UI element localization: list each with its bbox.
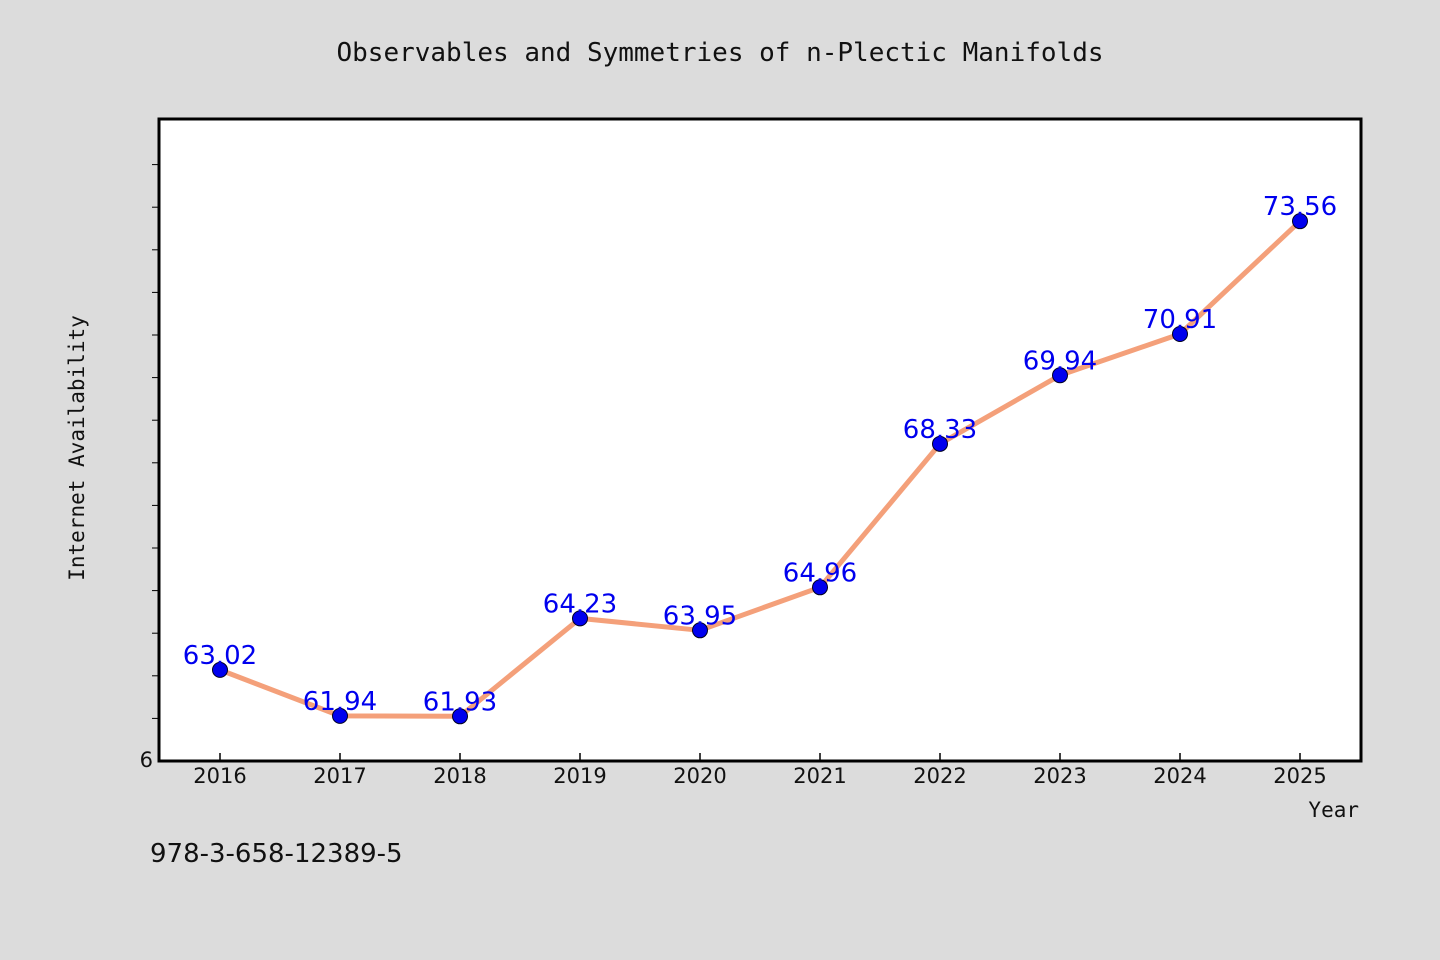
x-tick-label: 2020 [673, 764, 726, 788]
x-tick-label: 2017 [313, 764, 366, 788]
x-axis-ticks: 2016 2017 2018 2019 2020 2021 2022 2023 2024 2025 [193, 753, 1327, 788]
data-label: 63.95 [663, 601, 737, 631]
data-label: 64.96 [783, 558, 857, 588]
plot-area [157, 117, 1363, 763]
x-axis-label: Year [1308, 798, 1359, 822]
data-label: 68.33 [903, 415, 977, 445]
data-point [1292, 213, 1308, 230]
data-point [1052, 367, 1068, 384]
data-label: 70.91 [1143, 305, 1217, 335]
x-tick-label: 2024 [1153, 764, 1206, 788]
data-point [812, 579, 828, 596]
data-label: 69.94 [1023, 346, 1097, 376]
series-line [217, 218, 1303, 719]
data-label: 61.93 [423, 687, 497, 717]
data-point [692, 622, 708, 639]
data-point [212, 661, 228, 678]
data-label: 63.02 [183, 641, 257, 671]
x-tick-label: 2022 [913, 764, 966, 788]
x-tick-label: 2025 [1273, 764, 1326, 788]
data-point [332, 707, 348, 724]
y-tick-label: 6 [140, 748, 153, 772]
data-point [572, 610, 588, 627]
data-point [932, 435, 948, 452]
x-tick-label: 2018 [433, 764, 486, 788]
data-series [212, 213, 1308, 725]
x-tick-label: 2016 [193, 764, 246, 788]
x-tick-label: 2023 [1033, 764, 1086, 788]
data-label: 73.56 [1263, 192, 1337, 222]
x-tick-label: 2019 [553, 764, 606, 788]
data-point [452, 708, 468, 725]
isbn-footnote: 978-3-658-12389-5 [150, 839, 403, 869]
chart-title: Observables and Symmetries of n-Plectic … [336, 38, 1103, 68]
data-labels: 63.02 61.94 61.93 64.23 63.95 64.96 68.33 69.94… [183, 192, 1337, 717]
y-axis-ticks [152, 164, 159, 719]
x-tick-label: 2021 [793, 764, 846, 788]
data-point [1172, 325, 1188, 342]
data-label: 61.94 [303, 687, 377, 717]
data-label: 64.23 [543, 589, 617, 619]
y-axis-label: Internet Availability [65, 315, 89, 581]
